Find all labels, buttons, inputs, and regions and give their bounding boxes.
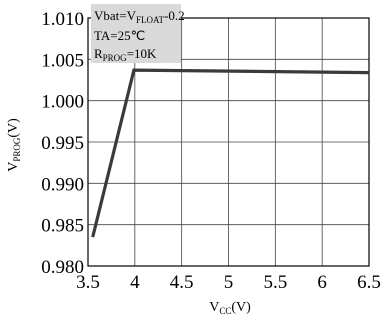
x-tick-label: 6.5	[357, 272, 381, 293]
y-axis-title: VPROG(V)	[6, 118, 22, 172]
x-tick-label: 4.5	[170, 272, 194, 293]
legend-line-ta: TA=25℃	[94, 28, 145, 43]
condition-legend: Vbat=VFLOAT-0.2 TA=25℃ RPROG=10K	[91, 4, 185, 63]
x-tick-label: 5.5	[263, 272, 287, 293]
axis-ticks: 3.5 4 4.5 5 5.5 6 6.5 0.980 0.985 0.990 0.995 1.000…	[41, 9, 381, 293]
x-tick-label: 5	[224, 272, 234, 293]
y-tick-label: 1.000	[41, 92, 84, 113]
x-tick-label: 4	[130, 272, 140, 293]
series-layer	[91, 68, 370, 238]
y-tick-label: 0.995	[41, 133, 84, 154]
legend-line-vbat: Vbat=VFLOAT-0.2	[94, 8, 185, 25]
x-tick-label: 3.5	[76, 272, 100, 293]
y-tick-label: 1.005	[41, 50, 84, 71]
legend-background	[91, 4, 181, 63]
x-axis-title: VCC(V)	[209, 300, 251, 316]
plot-area-frame	[87, 17, 370, 267]
y-tick-label: 0.990	[41, 174, 84, 195]
x-tick-label: 6	[317, 272, 327, 293]
y-tick-label: 0.985	[41, 216, 84, 237]
y-tick-label: 1.010	[41, 9, 84, 30]
grid	[88, 18, 369, 266]
legend-line-rprog: RPROG=10K	[94, 46, 157, 63]
series-line	[91, 68, 370, 238]
y-tick-label: 0.980	[41, 257, 84, 278]
